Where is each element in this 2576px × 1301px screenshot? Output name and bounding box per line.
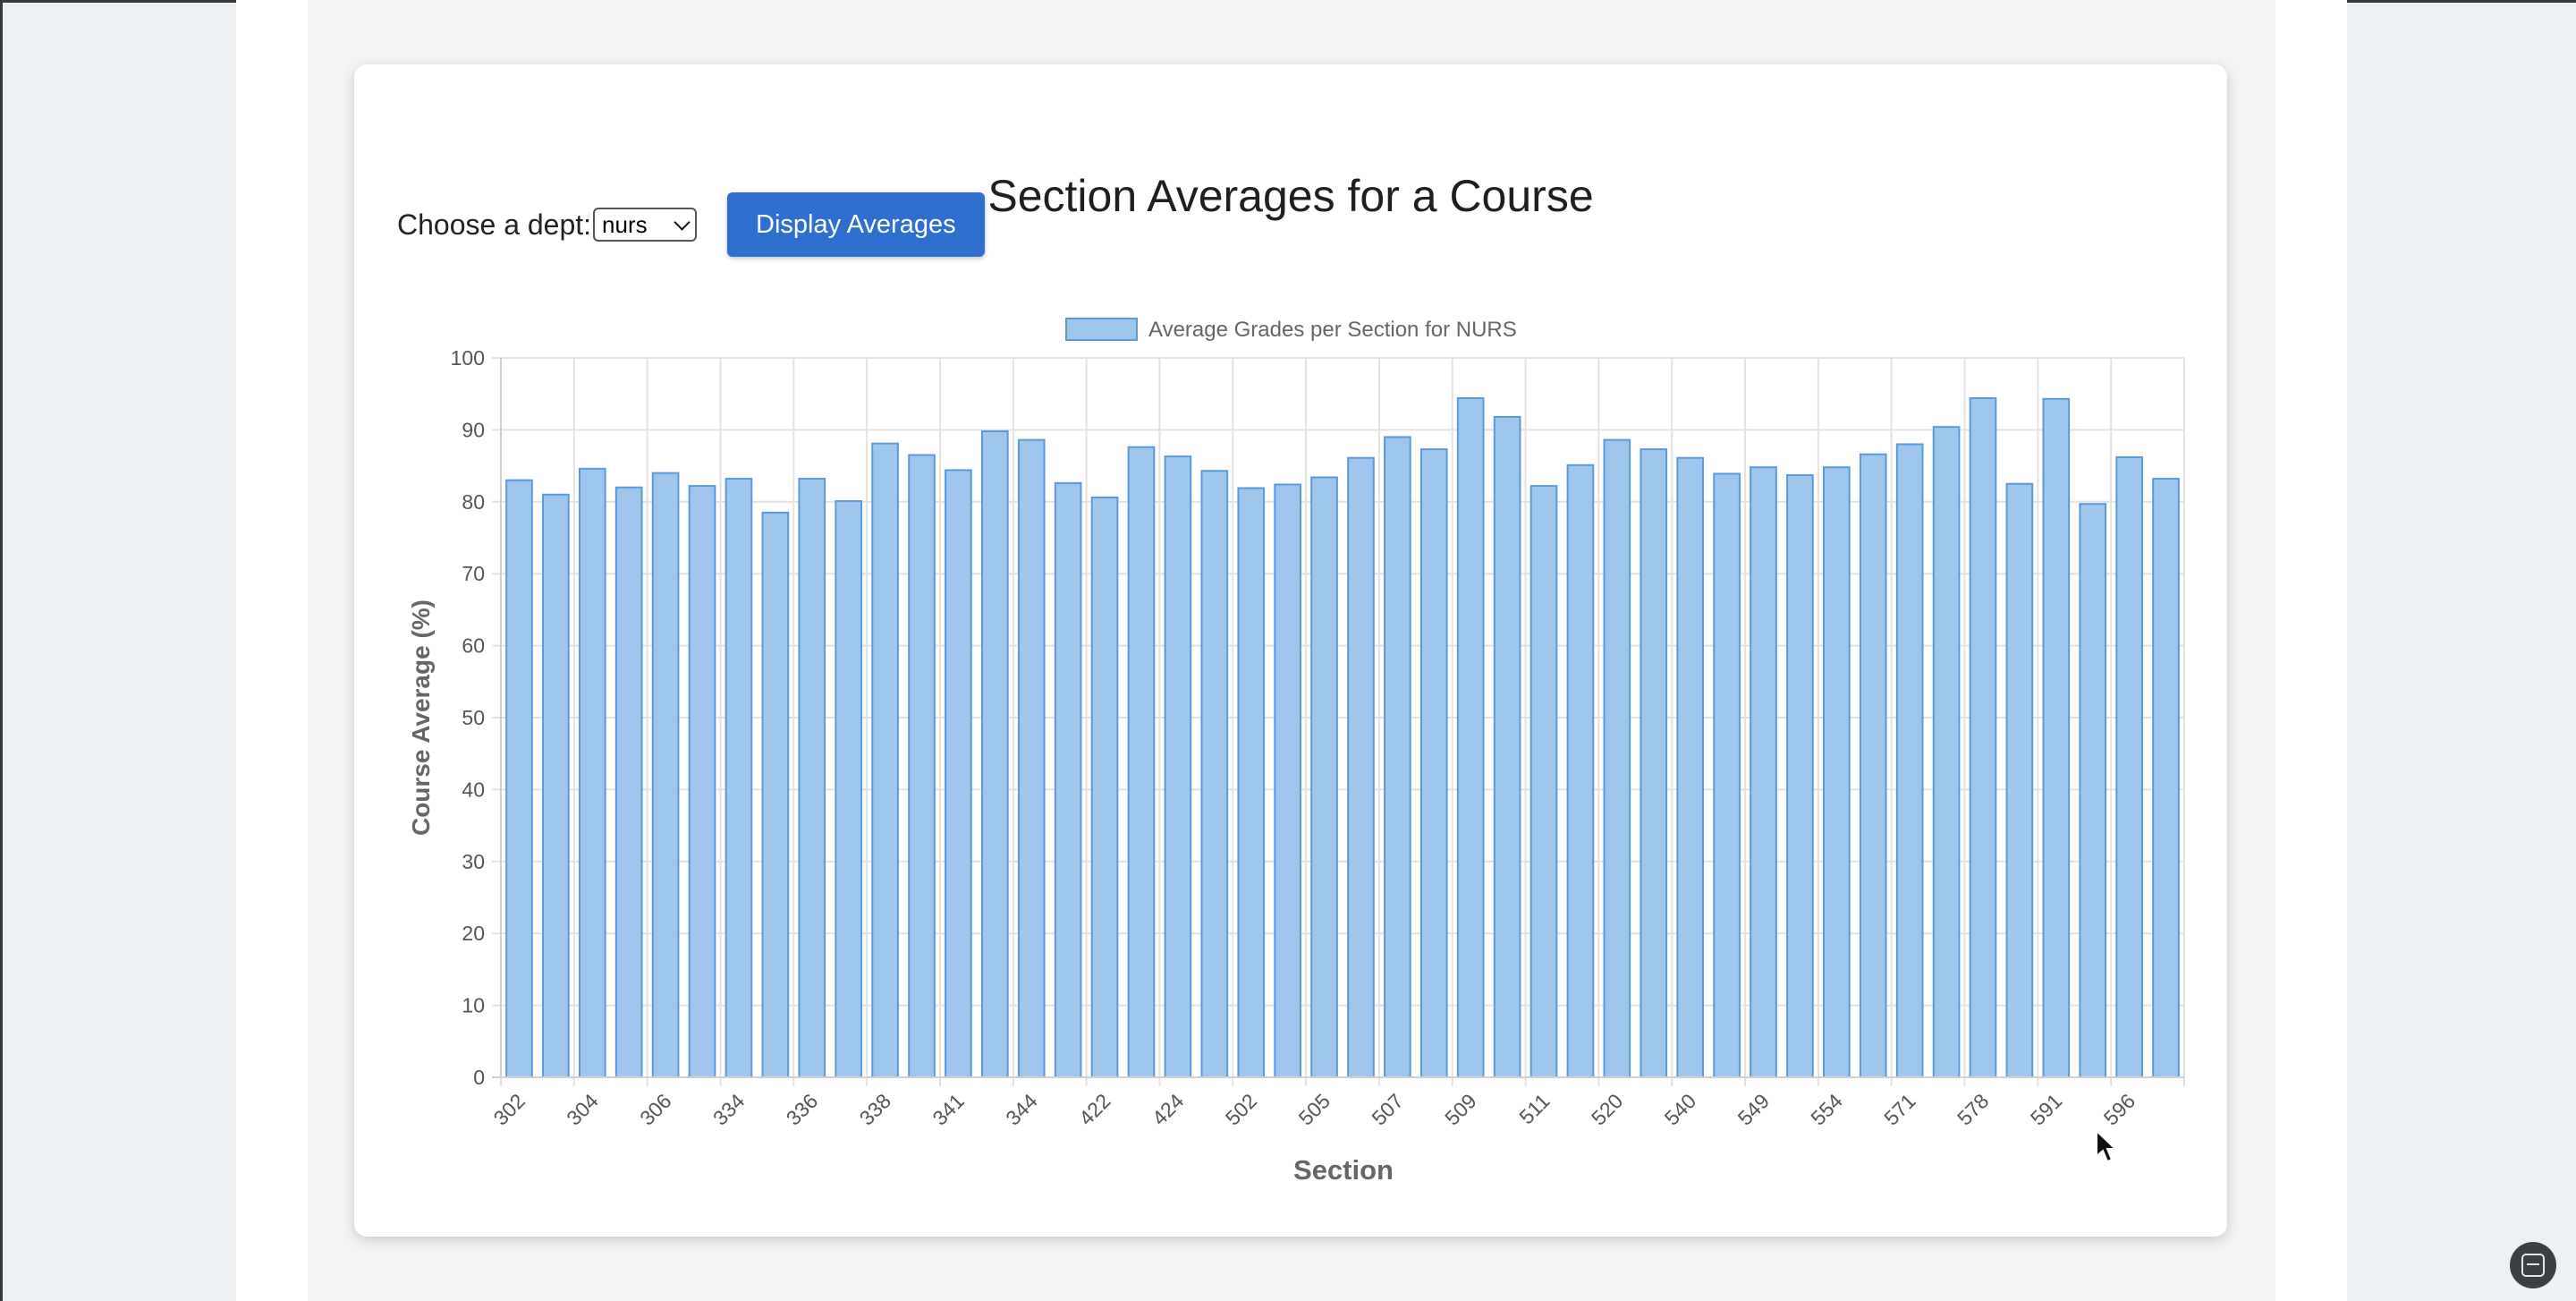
bar <box>1566 463 1595 1078</box>
bar <box>1932 426 1961 1078</box>
x-tick-label: 344 <box>1001 1089 1042 1130</box>
bar <box>2115 455 2143 1078</box>
bar <box>835 499 862 1078</box>
x-tick-label: 505 <box>1294 1089 1335 1130</box>
y-tick-label: 40 <box>462 778 485 801</box>
y-tick-label: 10 <box>462 994 485 1017</box>
x-tick-label: 334 <box>708 1089 750 1130</box>
y-tick-label: 90 <box>462 418 485 441</box>
y-tick-label: 0 <box>473 1066 485 1089</box>
y-axis-title: Course Average (%) <box>407 599 435 836</box>
x-tick-label: 520 <box>1587 1089 1628 1130</box>
bar <box>1310 476 1338 1078</box>
bar <box>1017 438 1046 1078</box>
x-tick-label: 549 <box>1733 1089 1775 1130</box>
x-tick-label: 511 <box>1514 1089 1554 1128</box>
bar <box>1384 436 1411 1078</box>
bar <box>578 467 606 1078</box>
x-tick-label: 578 <box>1953 1089 1994 1130</box>
bar <box>1200 470 1229 1078</box>
bar <box>1456 397 1485 1078</box>
y-tick-label: 70 <box>462 562 485 585</box>
bar <box>614 486 643 1078</box>
y-tick-label: 60 <box>462 634 485 658</box>
y-tick-label: 50 <box>462 706 485 729</box>
x-tick-label: 507 <box>1367 1089 1408 1130</box>
bar <box>1713 472 1741 1078</box>
x-tick-label: 422 <box>1074 1089 1115 1130</box>
controls-row: Choose a dept: nurs Display Averages <box>397 192 985 257</box>
bar <box>542 493 570 1078</box>
mouse-pointer-icon <box>2096 1129 2118 1163</box>
bar <box>2005 482 2034 1078</box>
window-left-edge <box>0 0 3 1301</box>
display-averages-button[interactable]: Display Averages <box>727 192 985 257</box>
bar <box>724 478 753 1078</box>
dept-select[interactable]: nurs <box>593 208 698 242</box>
bar <box>1786 474 1814 1078</box>
x-tick-label: 540 <box>1660 1089 1701 1130</box>
bar <box>1640 448 1668 1079</box>
x-tick-label: 596 <box>2099 1089 2140 1130</box>
bar <box>505 479 533 1078</box>
bar <box>1274 483 1301 1078</box>
bar <box>798 478 826 1078</box>
bar <box>1603 438 1631 1078</box>
bar <box>2079 503 2107 1078</box>
bar <box>1859 453 1887 1078</box>
dept-label: Choose a dept: <box>397 208 592 241</box>
x-axis-title: Section <box>1293 1154 1394 1186</box>
bar <box>1895 443 1924 1079</box>
x-tick-label: 554 <box>1806 1089 1847 1130</box>
bar <box>688 485 716 1078</box>
y-tick-label: 30 <box>462 850 485 873</box>
bar <box>1347 456 1375 1079</box>
bar <box>908 454 936 1079</box>
y-tick-label: 80 <box>462 490 485 514</box>
x-tick-label: 304 <box>562 1089 603 1130</box>
bar <box>1237 487 1266 1078</box>
bar <box>2042 397 2071 1078</box>
page-title: Section Averages for a Course <box>987 171 1594 221</box>
bar <box>1676 456 1704 1079</box>
dept-select-value: nurs <box>602 210 648 238</box>
bar <box>981 430 1009 1078</box>
screen-scan-icon[interactable] <box>2510 1242 2556 1288</box>
x-tick-label: 336 <box>782 1089 823 1130</box>
y-tick-label: 20 <box>462 922 485 945</box>
bar <box>1493 415 1521 1079</box>
y-tick-label: 100 <box>451 346 485 370</box>
bar <box>945 469 972 1078</box>
x-tick-label: 502 <box>1221 1089 1262 1130</box>
legend-label: Average Grades per Section for NURS <box>1148 318 1517 342</box>
bar <box>651 472 680 1078</box>
bar <box>1054 481 1082 1078</box>
bar <box>2152 478 2180 1078</box>
x-tick-label: 591 <box>2026 1089 2067 1130</box>
x-tick-label: 302 <box>488 1089 530 1130</box>
bar <box>1090 496 1119 1078</box>
x-tick-label: 571 <box>1879 1089 1920 1130</box>
bar <box>761 511 790 1078</box>
x-tick-label: 306 <box>635 1089 676 1130</box>
bar <box>1530 485 1558 1078</box>
bar <box>1823 466 1851 1078</box>
bar <box>1419 448 1448 1079</box>
x-tick-label: 424 <box>1148 1089 1189 1130</box>
bar <box>1164 455 1192 1078</box>
legend-swatch <box>1065 318 1138 341</box>
bar <box>1127 446 1156 1079</box>
bar <box>1750 466 1777 1078</box>
x-tick-label: 341 <box>928 1089 969 1130</box>
bar <box>871 442 899 1078</box>
bar <box>1969 397 1997 1078</box>
x-tick-label: 338 <box>855 1089 896 1130</box>
x-tick-label: 509 <box>1440 1089 1481 1130</box>
